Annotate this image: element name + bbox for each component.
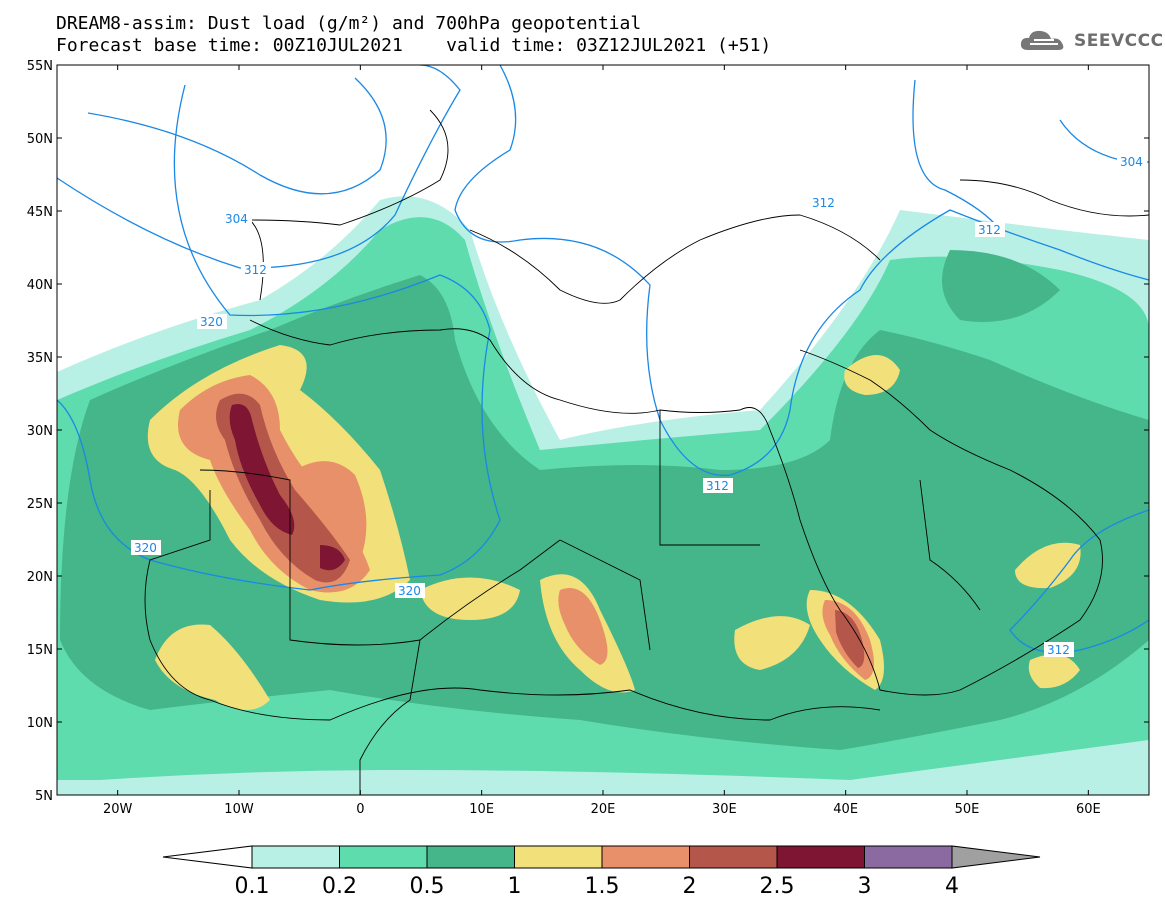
svg-text:304: 304 — [1120, 155, 1143, 169]
contour-label: 312 — [975, 222, 1005, 237]
colorbar-label: 0.2 — [322, 874, 357, 899]
contour-312-arabia — [1009, 509, 1149, 654]
dust-level-1 — [734, 616, 810, 670]
svg-text:312: 312 — [706, 479, 729, 493]
colorbar-over-triangle — [951, 845, 1041, 869]
contour-label: 320 — [197, 314, 227, 329]
colorbar: 0.1 0.2 0.5 1 1.5 2 2.5 3 4 — [162, 845, 1041, 899]
dust-level-1.5 — [558, 588, 608, 665]
country-borders — [144, 109, 1149, 795]
colorbar-swatch — [601, 845, 690, 869]
colorbar-label: 2 — [683, 874, 697, 899]
logo-text: SEEVCCC — [1074, 31, 1164, 51]
lat-tick-label: 35N — [27, 351, 53, 366]
lat-tick-label: 55N — [27, 59, 53, 74]
lat-tick-label: 20N — [27, 570, 53, 585]
contour-label: 304 — [222, 211, 252, 226]
contour-label: 304 — [1117, 154, 1147, 169]
contour-312-east — [912, 79, 1001, 231]
lat-tick-label: 40N — [27, 278, 53, 293]
svg-text:320: 320 — [398, 584, 421, 598]
colorbar-swatch — [251, 845, 340, 869]
lat-tick-label: 5N — [35, 789, 53, 804]
svg-text:312: 312 — [978, 223, 1001, 237]
colorbar-label: 1.5 — [585, 874, 620, 899]
longitude-ticks: 20W 10W 0 10E 20E 30E 40E 50E 60E — [103, 65, 1101, 817]
dust-level-2.5 — [320, 545, 345, 571]
lon-tick-label: 20E — [591, 802, 616, 817]
colorbar-swatch — [776, 845, 865, 869]
svg-text:304: 304 — [225, 212, 248, 226]
colorbar-under-triangle — [162, 845, 253, 869]
dust-level-1 — [844, 355, 900, 395]
svg-text:312: 312 — [812, 196, 835, 210]
contour-304-west — [87, 77, 387, 195]
colorbar-swatch — [514, 845, 603, 869]
dust-level-1 — [420, 577, 520, 620]
map-title: DREAM8-assim: Dust load (g/m²) and 700hP… — [56, 13, 642, 34]
dust-level-2 — [835, 610, 865, 668]
lat-tick-label: 30N — [27, 424, 53, 439]
svg-text:320: 320 — [200, 315, 223, 329]
cloud-icon — [1020, 30, 1064, 50]
contour-312-west — [57, 65, 461, 269]
dust-field — [57, 65, 1149, 795]
colorbar-label: 3 — [858, 874, 872, 899]
lon-tick-label: 40E — [833, 802, 858, 817]
lat-tick-label: 50N — [27, 132, 53, 147]
lat-tick-label: 15N — [27, 643, 53, 658]
contour-320-north — [57, 84, 501, 591]
colorbar-swatch — [339, 845, 428, 869]
colorbar-swatch — [864, 845, 953, 869]
colorbar-swatch — [426, 845, 515, 869]
lon-tick-label: 60E — [1076, 802, 1101, 817]
contour-label: 320 — [395, 583, 425, 598]
colorbar-label: 1 — [508, 874, 522, 899]
colorbar-label: 0.1 — [235, 874, 270, 899]
latitude-ticks: 55N 50N 45N 40N 35N 30N 25N 20N 15N 10N 5N — [27, 59, 1149, 804]
svg-text:320: 320 — [134, 541, 157, 555]
dust-level-1 — [155, 624, 270, 710]
colorbar-label: 2.5 — [760, 874, 795, 899]
dust-level-1 — [1028, 654, 1080, 689]
lat-tick-label: 45N — [27, 205, 53, 220]
svg-text:312: 312 — [1047, 643, 1070, 657]
lat-tick-label: 25N — [27, 497, 53, 512]
colorbar-swatch — [689, 845, 778, 869]
dust-level-1.5 — [295, 461, 367, 560]
dust-level-1 — [1015, 542, 1081, 589]
dust-level-2.5 — [229, 404, 295, 535]
colorbar-label: 4 — [945, 874, 959, 899]
contour-label: 312 — [703, 478, 733, 493]
contour-label: 320 — [131, 540, 161, 555]
dust-level-0.5 — [942, 250, 1060, 322]
svg-text:312: 312 — [244, 263, 267, 277]
lon-tick-label: 50E — [955, 802, 980, 817]
forecast-times: Forecast base time: 00Z10JUL2021 valid t… — [56, 35, 772, 56]
lon-tick-label: 0 — [356, 802, 364, 817]
contour-312-central — [454, 65, 1149, 477]
lon-tick-label: 10E — [469, 802, 494, 817]
lon-tick-label: 20W — [103, 802, 133, 817]
seevccc-logo: SEEVCCC — [1018, 26, 1164, 56]
contour-label: 312 — [241, 262, 271, 277]
lon-tick-label: 10W — [224, 802, 254, 817]
contour-label: 312 — [1044, 642, 1074, 657]
colorbar-label: 0.5 — [410, 874, 445, 899]
lon-tick-label: 30E — [712, 802, 737, 817]
contour-labels: 304 312 320 304 312 312 312 320 320 312 — [131, 154, 1147, 657]
contour-label: 312 — [809, 195, 839, 210]
lat-tick-label: 10N — [27, 716, 53, 731]
